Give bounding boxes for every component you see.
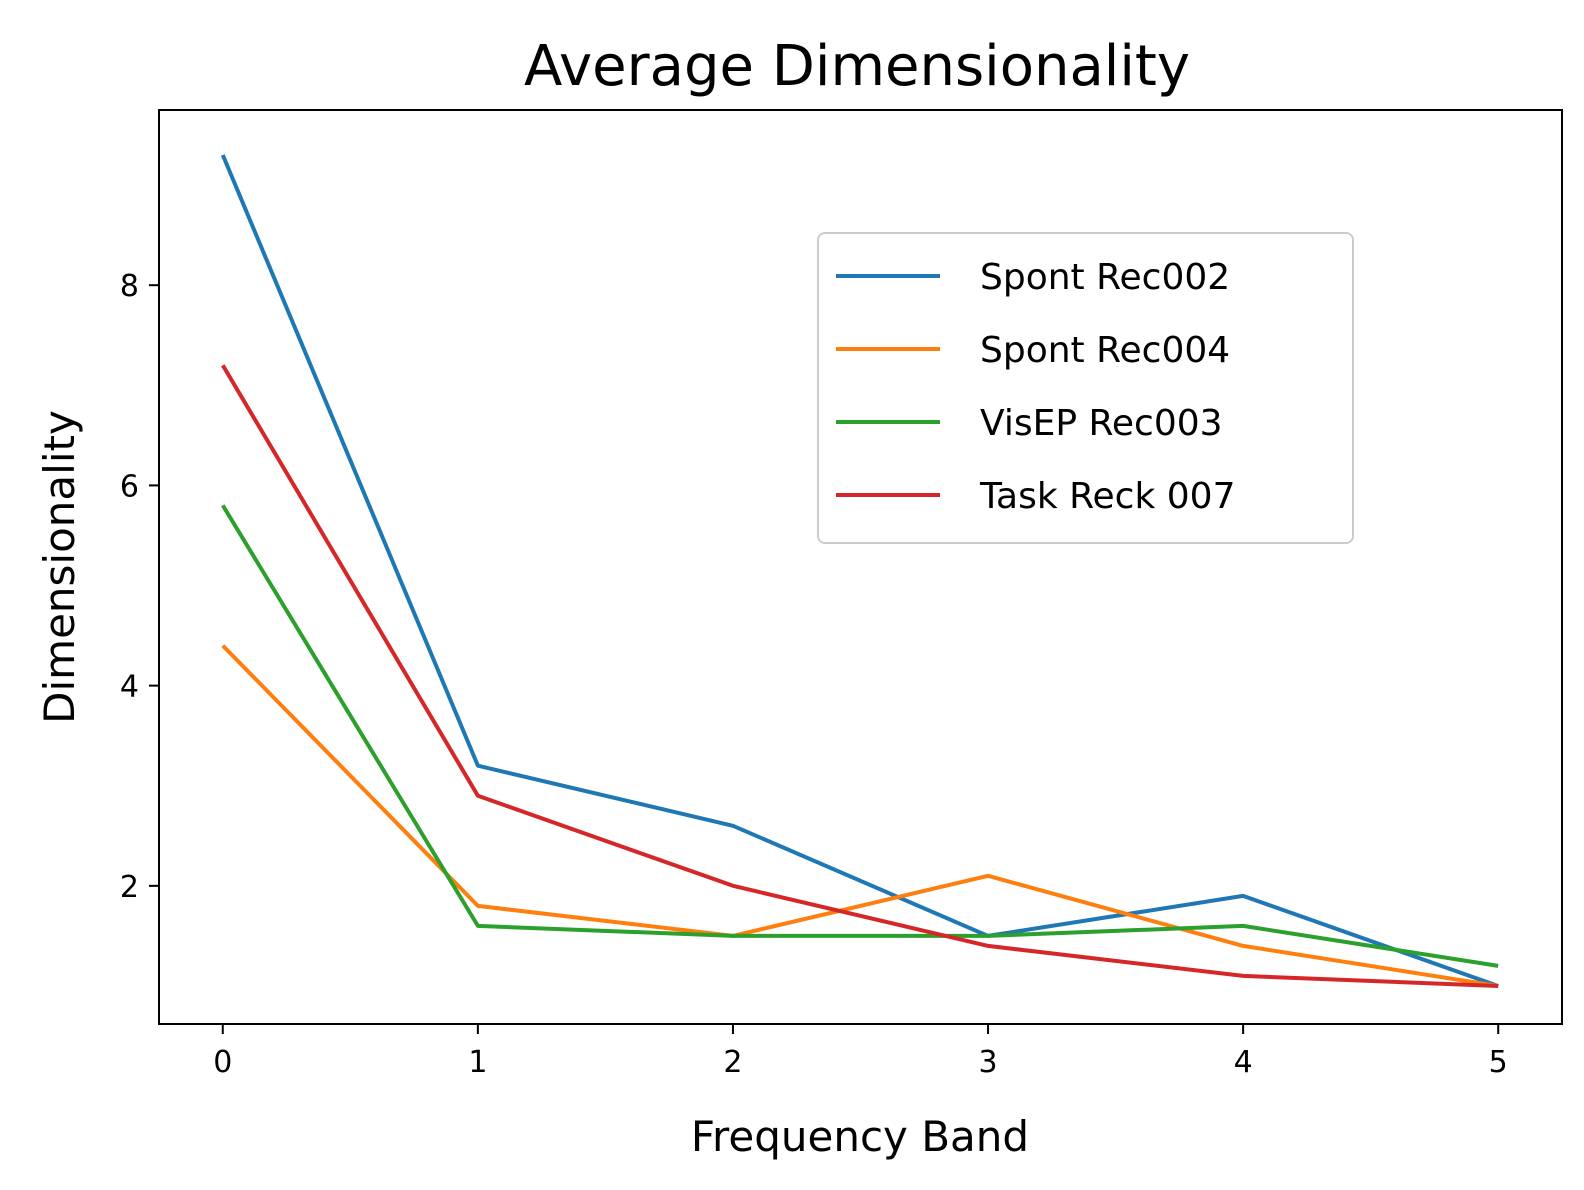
- legend: Spont Rec002 Spont Rec004 VisEP Rec003 Task…: [817, 232, 1354, 544]
- plot-frame: [158, 109, 1563, 1025]
- x-tick-label: 4: [1234, 1045, 1253, 1080]
- legend-label-1: Spont Rec004: [980, 330, 1230, 371]
- y-axis-label: Dimensionality: [35, 410, 84, 724]
- chart-title: Average Dimensionality: [524, 34, 1190, 99]
- x-axis-ticks: 0 1 2 3 4 5: [213, 1024, 1508, 1080]
- x-tick-label: 2: [723, 1045, 742, 1080]
- legend-label-2: VisEP Rec003: [980, 403, 1223, 444]
- x-tick-label: 5: [1489, 1045, 1508, 1080]
- x-tick-label: 1: [468, 1045, 487, 1080]
- y-tick-label: 8: [120, 269, 139, 304]
- x-axis-label: Frequency Band: [691, 1112, 1029, 1161]
- legend-label-0: Spont Rec002: [980, 257, 1230, 298]
- y-tick-label: 2: [120, 870, 139, 905]
- x-tick-label: 0: [213, 1045, 232, 1080]
- legend-frame: [817, 232, 1354, 544]
- y-axis-ticks: 2 4 6 8: [120, 269, 159, 905]
- y-tick-label: 4: [120, 670, 139, 705]
- series-line-3: [221, 364, 1499, 988]
- legend-label-3: Task Reck 007: [979, 476, 1235, 517]
- x-tick-label: 3: [978, 1045, 997, 1080]
- series-line-1: [221, 644, 1499, 988]
- y-tick-label: 6: [120, 469, 139, 504]
- series-line-2: [221, 504, 1499, 968]
- plot-lines: [220, 154, 1499, 988]
- series-line-0: [220, 154, 1499, 988]
